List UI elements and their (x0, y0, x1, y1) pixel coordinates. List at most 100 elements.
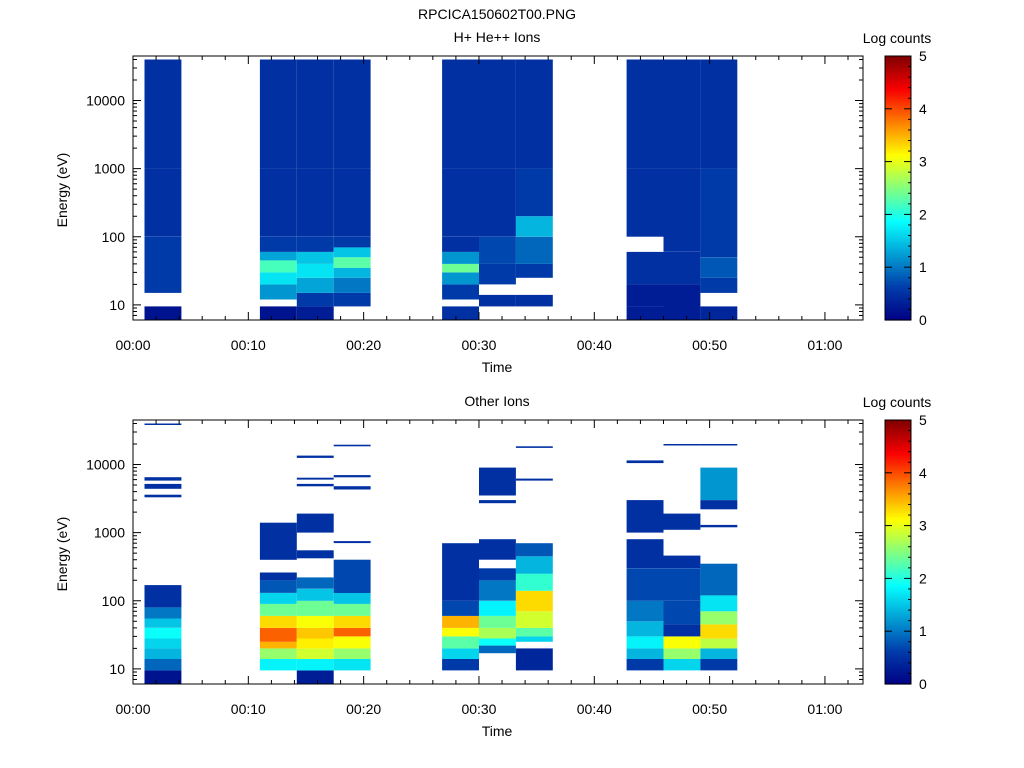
colorbar-swatch (885, 192, 911, 196)
colorbar-swatch (885, 115, 911, 119)
time-column (663, 444, 701, 671)
colorbar-swatch (885, 170, 911, 174)
colorbar-swatch (885, 453, 911, 456)
colorbar-swatch (885, 624, 911, 628)
colorbar-swatch (885, 298, 911, 301)
energy-bin (296, 236, 334, 252)
colorbar-swatch (885, 75, 911, 79)
plot-frame (132, 419, 864, 685)
colorbar-swatch (885, 611, 911, 615)
colorbar-swatch (885, 93, 911, 97)
energy-bin (700, 638, 738, 649)
colorbar-swatch (885, 431, 911, 434)
energy-bin (259, 648, 297, 659)
energy-bin (663, 555, 701, 569)
energy-bin (333, 100, 371, 169)
plot-area: 00:00 00:10 00:20 00:30 00:40 00:50 01:00 10 100… (86, 419, 864, 717)
energy-bin (515, 636, 553, 642)
energy-bin (333, 236, 371, 248)
colorbar-swatch (885, 159, 911, 163)
energy-bin (479, 645, 516, 654)
colorbar-swatch (885, 543, 911, 546)
energy-bin (259, 593, 297, 604)
colorbar-swatch (885, 602, 911, 606)
energy-bin (479, 467, 516, 496)
energy-bin (442, 272, 479, 285)
energy-bin (296, 615, 334, 628)
colorbar-swatch (885, 576, 911, 579)
colorbar-swatch (885, 302, 911, 306)
energy-bin (515, 236, 553, 264)
colorbar-swatch (885, 267, 911, 270)
colorbar-swatch (885, 510, 911, 513)
colorbar-swatch (885, 238, 911, 242)
energy-bin (144, 477, 182, 481)
colorbar-swatch (885, 148, 911, 152)
energy-bin (296, 513, 334, 533)
colorbar-tick-label: 1 (919, 259, 927, 275)
colorbar-swatch (885, 124, 911, 127)
colorbar-swatch (885, 613, 911, 617)
colorbar-swatch (885, 545, 911, 549)
colorbar-tick-label: 5 (919, 48, 927, 64)
colorbar-swatch (885, 146, 911, 149)
colorbar-tick-label: 0 (919, 676, 927, 692)
energy-bin (700, 444, 738, 446)
colorbar-swatch (885, 648, 911, 652)
colorbar-swatch (885, 635, 911, 639)
energy-bin (515, 590, 553, 612)
colorbar-swatch (885, 177, 911, 180)
energy-bin (442, 636, 479, 649)
energy-bin (700, 277, 738, 293)
colorbar-swatch (885, 662, 911, 665)
time-column (259, 59, 297, 320)
colorbar-swatch (885, 56, 911, 59)
energy-bin (626, 306, 664, 320)
colorbar-swatch (885, 565, 911, 568)
x-tick-label: 00:40 (577, 701, 612, 717)
energy-bin (144, 618, 182, 628)
energy-bin (144, 236, 182, 293)
energy-bin (663, 59, 701, 101)
colorbar-swatch (885, 137, 911, 141)
energy-bin (333, 648, 371, 659)
colorbar-swatch (885, 135, 911, 138)
colorbar-swatch (885, 655, 911, 659)
colorbar-swatch (885, 442, 911, 445)
panel-title: Other Ions (464, 393, 529, 409)
energy-bin (144, 670, 182, 684)
colorbar-swatch (885, 232, 911, 235)
colorbar-swatch (885, 435, 911, 439)
colorbar-swatch (885, 651, 911, 654)
colorbar-swatch (885, 84, 911, 88)
colorbar-swatch (885, 201, 911, 204)
colorbar-swatch (885, 448, 911, 452)
colorbar-swatch (885, 100, 911, 103)
colorbar-swatch (885, 512, 911, 516)
colorbar-swatch (885, 554, 911, 557)
energy-bin (479, 580, 516, 601)
colorbar-swatch (885, 293, 911, 297)
colorbar-swatch (885, 183, 911, 187)
y-axis-label: Energy (eV) (54, 517, 70, 592)
time-column (442, 543, 479, 671)
energy-bin (259, 615, 297, 628)
colorbar-swatch (885, 516, 911, 520)
time-column (515, 446, 553, 671)
colorbar-swatch (885, 646, 911, 650)
colorbar-swatch (885, 659, 911, 663)
energy-bin (515, 59, 553, 101)
colorbar-swatch (885, 497, 911, 500)
energy-bin (700, 306, 738, 320)
colorbar-swatch (885, 666, 911, 670)
energy-bin (626, 648, 664, 659)
energy-bin (626, 600, 664, 622)
colorbar-swatch (885, 111, 911, 114)
colorbar-swatch (885, 505, 911, 509)
colorbar-swatch (885, 640, 911, 643)
colorbar-swatch (885, 91, 911, 94)
energy-bin (479, 627, 516, 639)
colorbar-swatch (885, 609, 911, 612)
x-tick-label: 01:00 (807, 337, 842, 353)
panel-h-he-ions: H+ He++ Ions Time Energy (eV) Log counts… (54, 29, 931, 375)
